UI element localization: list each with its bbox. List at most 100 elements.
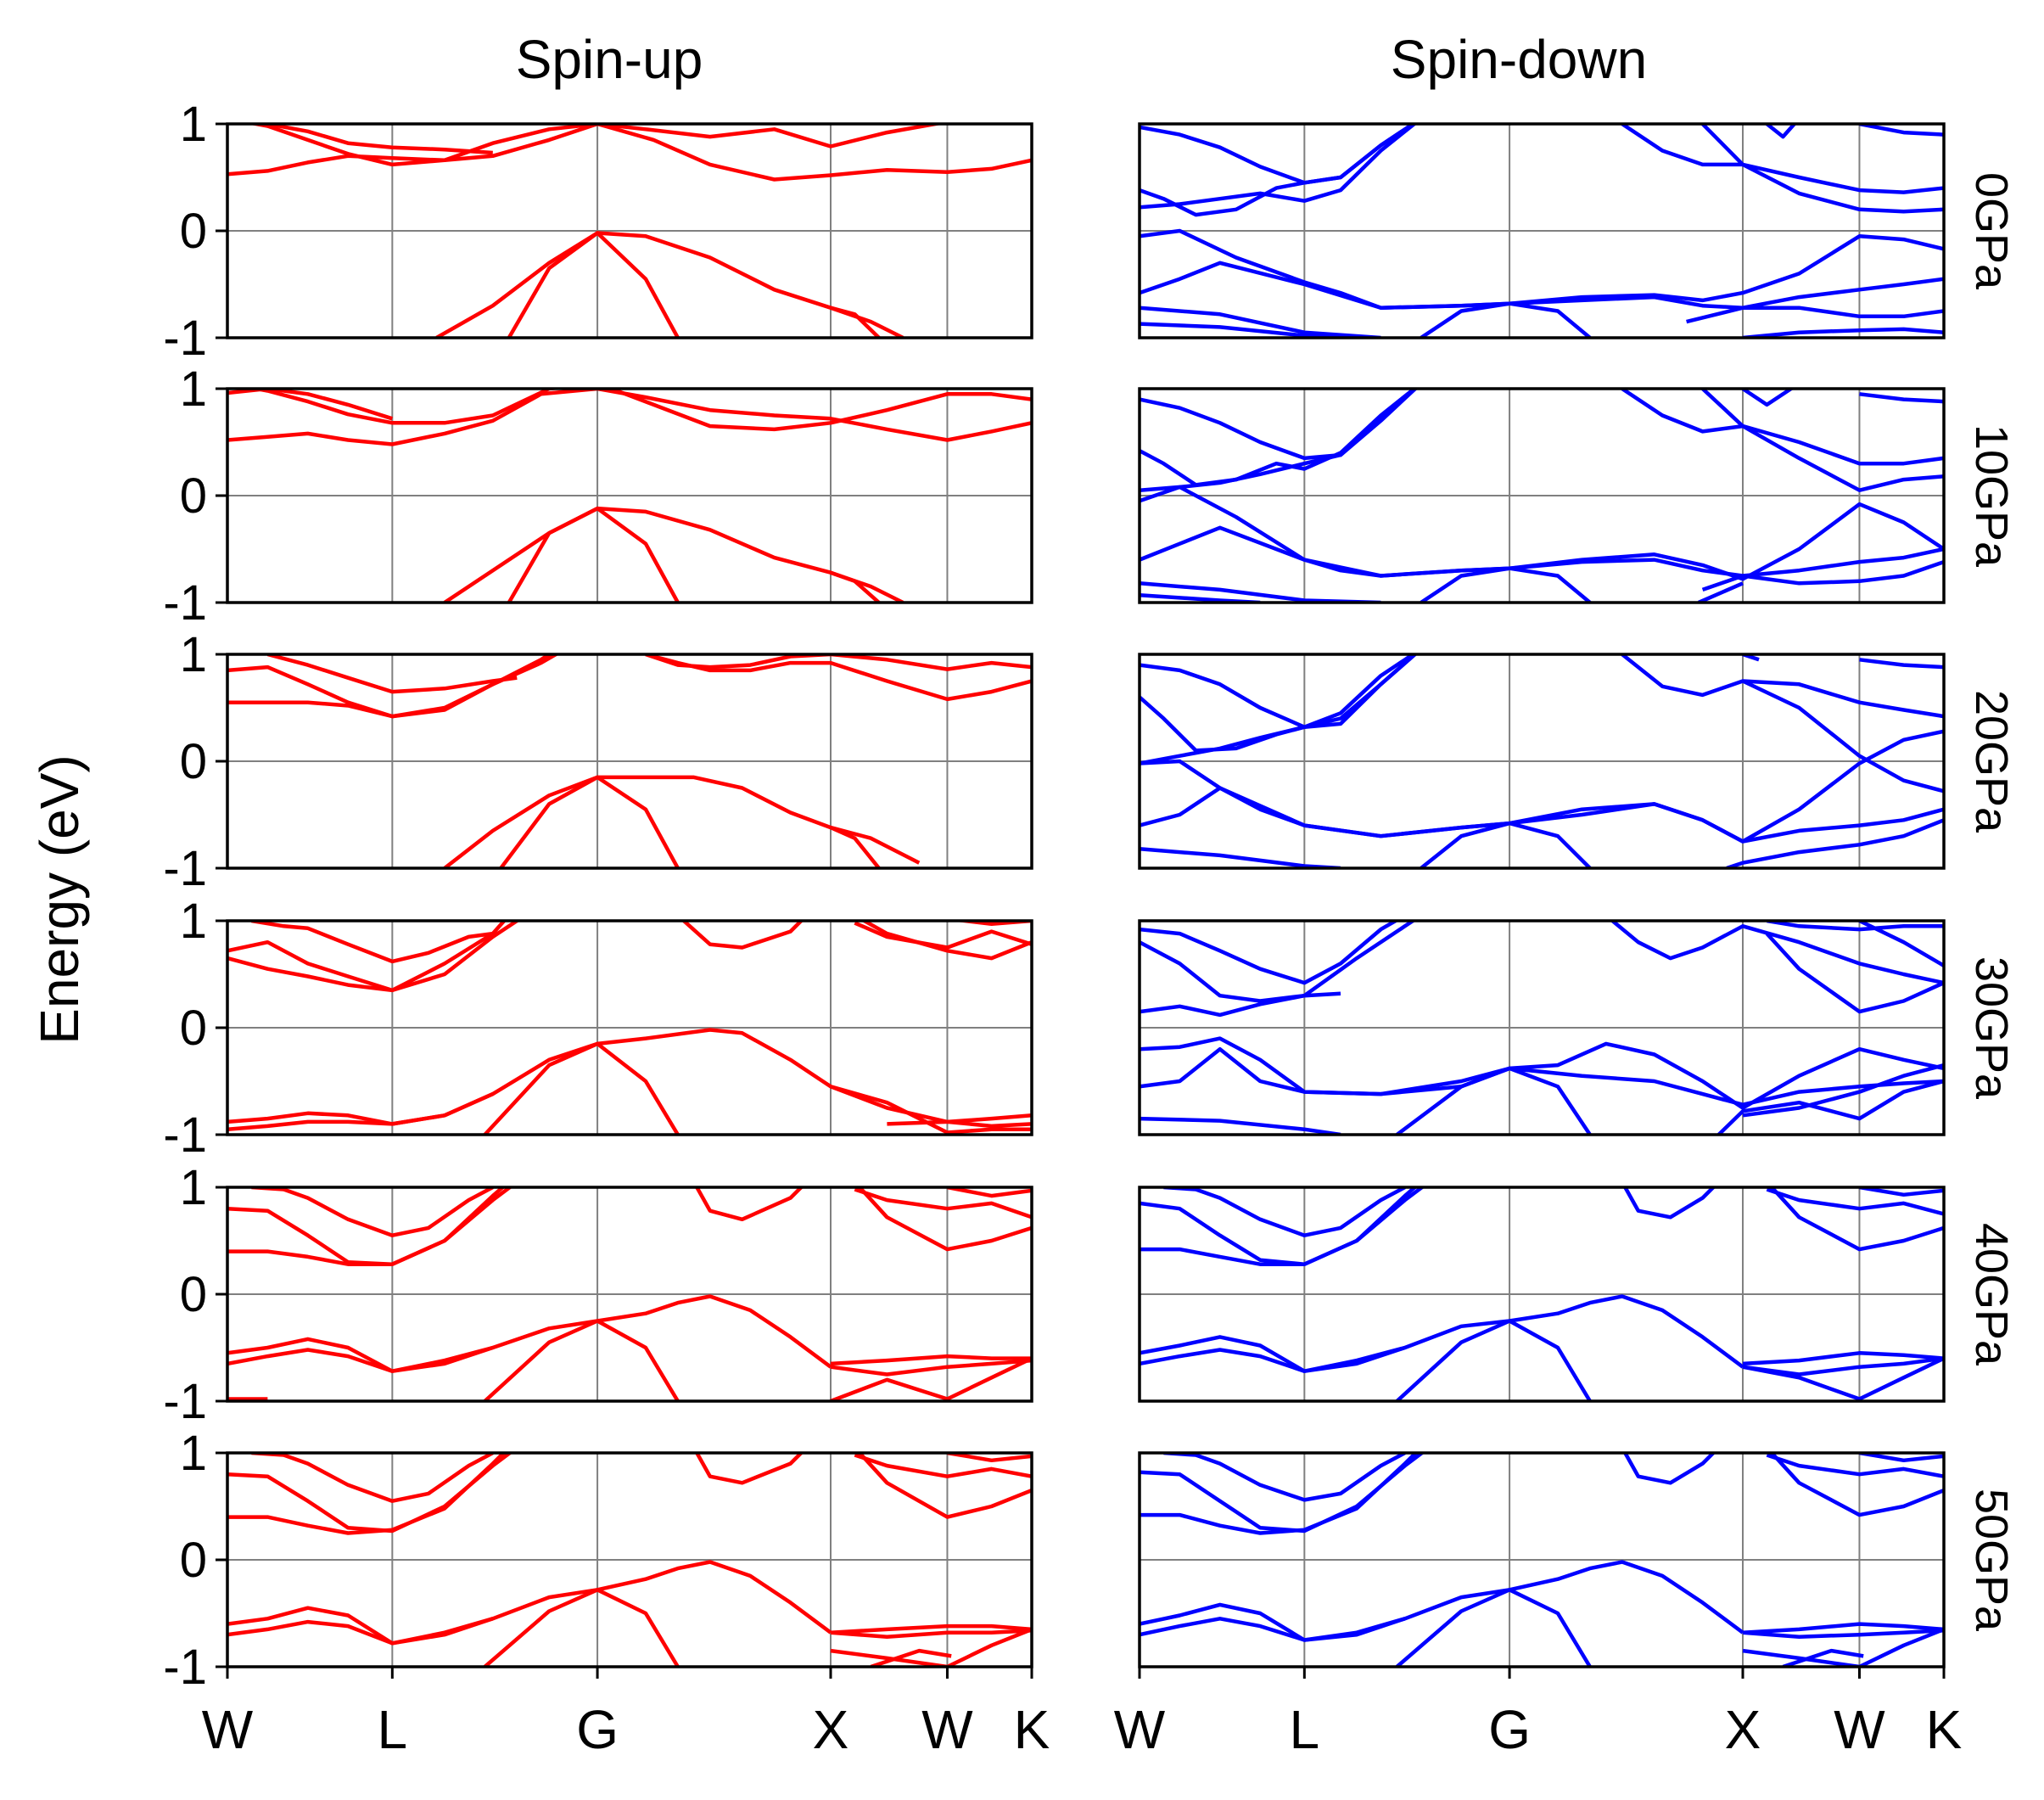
band-line-b3 [266, 654, 518, 694]
band-line-b8 [227, 1294, 832, 1373]
band-line-b13 [1726, 818, 1944, 868]
band-line-b12 [1420, 301, 1592, 338]
band-line-b13 [1701, 559, 1944, 592]
x-tick-label: X [813, 1699, 849, 1760]
bands [227, 921, 1032, 1135]
band-line-b3 [1163, 1187, 1406, 1237]
band-line-b8 [1140, 1560, 1744, 1642]
y-tick-label: -1 [163, 1640, 207, 1695]
bands [227, 389, 1032, 603]
band-line-b8 [1140, 228, 1944, 310]
band-line-b2 [227, 921, 521, 993]
band-line-b8 [1140, 1294, 1744, 1373]
y-tick-label: -1 [163, 575, 207, 631]
bands [227, 1187, 1032, 1401]
band-line-b8 [830, 826, 881, 868]
band-line-b6 [854, 1453, 1032, 1478]
bands [1140, 921, 1944, 1135]
y-tick-label: -1 [163, 1107, 207, 1163]
band-line-b6 [854, 921, 1032, 950]
pressure-label: 20GPa [1966, 690, 2017, 833]
band-line-b13 [1742, 1356, 1944, 1401]
panel-frame [1138, 387, 1946, 604]
band-line-b5 [1701, 124, 1944, 214]
band-line-b6 [1741, 389, 1795, 407]
band-line-b12 [887, 1113, 1032, 1126]
band-line-b10 [483, 1041, 680, 1135]
band-line-b4 [1621, 389, 1944, 466]
band-line-b2 [227, 654, 553, 719]
panel-up-20GPa: 1 0 -1 [163, 627, 1033, 896]
panel-down-20GPa: 20GPa [1138, 653, 2017, 870]
band-line-b2 [245, 124, 1032, 182]
band-line-b12 [830, 1358, 1032, 1377]
band-line-b2 [227, 1453, 513, 1534]
band-line-b14 [1742, 327, 1944, 338]
band-line-b10 [1140, 1116, 1341, 1135]
band-line-b8 [1140, 1036, 1944, 1110]
band-line-b4 [694, 1453, 804, 1485]
band-line-b1 [227, 389, 1032, 446]
band-line-b7 [1859, 124, 1944, 137]
band-line-b7 [1859, 1187, 1944, 1197]
band-line-b5 [1765, 932, 1944, 1014]
y-tick-label: -1 [163, 311, 207, 366]
band-line-b8 [1859, 658, 1944, 670]
y-tick-label: -1 [163, 841, 207, 896]
x-tick-label: K [1014, 1699, 1050, 1760]
band-line-b9 [1140, 261, 1944, 310]
panel-up-0GPa: 1 0 -1 [163, 97, 1033, 366]
band-line-b6 [1766, 1453, 1944, 1478]
panel-up-30GPa: 1 0 -1 [163, 894, 1033, 1163]
x-tick-label: W [1834, 1699, 1885, 1760]
band-line-b9 [227, 1092, 494, 1131]
band-line-b2 [1140, 654, 1419, 765]
y-tick-label: 0 [180, 468, 207, 524]
x-tick-label: X [1725, 1699, 1761, 1760]
band-line-b11 [1140, 322, 1341, 338]
band-line-b10 [483, 1319, 680, 1401]
band-line-b3 [251, 1453, 494, 1503]
band-line-b6 [830, 306, 881, 338]
band-line-b4 [694, 1187, 804, 1222]
x-tick-label: W [202, 1699, 254, 1760]
band-line-b14 [1782, 1648, 1864, 1667]
bands [1140, 124, 1944, 338]
band-line-b10 [1140, 786, 1944, 844]
band-line-b5 [507, 231, 680, 338]
band-line-b9 [1140, 1046, 1944, 1107]
bands [1140, 389, 1944, 603]
band-line-b10 [1140, 306, 1381, 338]
column-title-spin-up: Spin-up [516, 29, 703, 90]
band-line-b1 [1140, 1187, 1418, 1266]
band-line-b6 [1767, 921, 1944, 932]
band-line-b11 [830, 1354, 1032, 1366]
band-line-b12 [1420, 821, 1592, 868]
y-tick-label: 1 [180, 627, 207, 682]
band-line-b5 [1701, 389, 1944, 492]
band-line-b7 [1859, 1453, 1944, 1463]
band-line-b4 [680, 921, 804, 950]
band-line-b1 [227, 921, 507, 993]
band-line-b2 [1140, 389, 1419, 492]
band-line-b1 [1140, 921, 1417, 1003]
band-line-b3 [1140, 991, 1341, 1018]
band-line-b8 [227, 1560, 832, 1646]
x-tick-label: W [1114, 1699, 1166, 1760]
band-line-b11 [1396, 1066, 1592, 1135]
band-line-b11 [1742, 1622, 1944, 1635]
band-line-b10 [1140, 581, 1381, 603]
band-line-b5 [1769, 1187, 1944, 1252]
band-line-b12 [830, 1628, 1032, 1639]
x-tick-label: W [921, 1699, 973, 1760]
panel-down-40GPa: 40GPa [1138, 1186, 2017, 1403]
band-line-b11 [830, 1623, 1032, 1635]
band-line-b6 [443, 775, 921, 868]
band-line-b12 [1717, 1079, 1944, 1135]
panel-frame [1138, 122, 1946, 339]
y-tick-label: 0 [180, 1533, 207, 1588]
band-line-b4 [1622, 1453, 1716, 1485]
band-line-b3 [1163, 1453, 1406, 1502]
